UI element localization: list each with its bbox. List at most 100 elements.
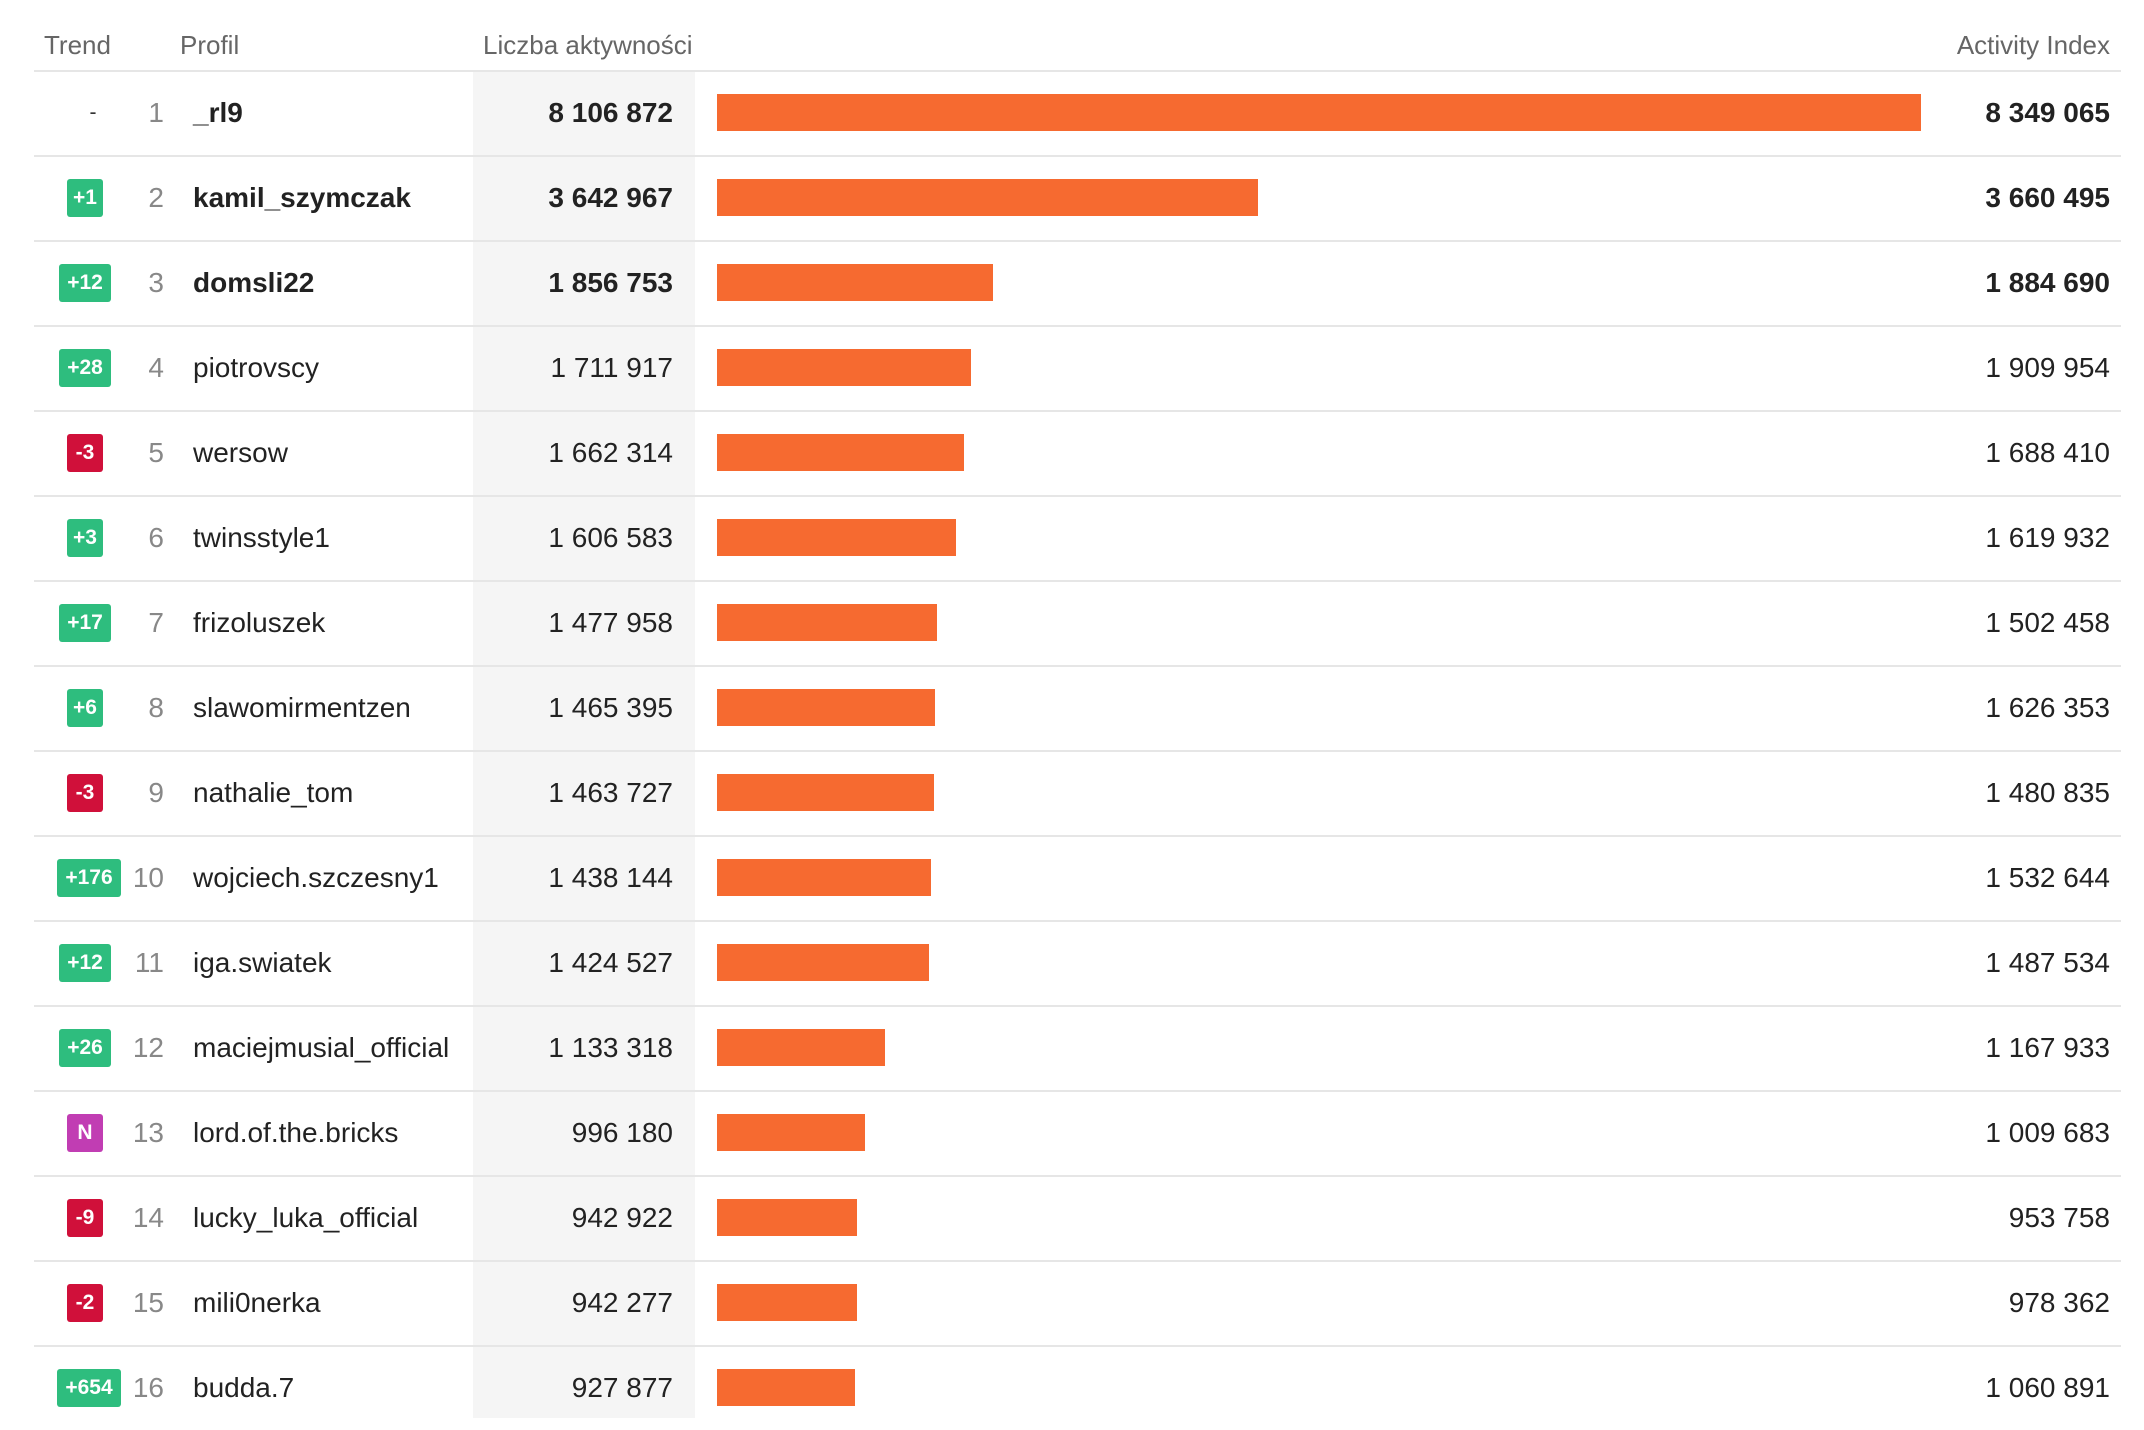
trend-badge: +176 — [57, 859, 121, 897]
activity-bar — [717, 944, 929, 981]
profile-name[interactable]: lucky_luka_official — [193, 1202, 419, 1233]
header-activity-index: Activity Index — [1956, 30, 2110, 60]
trend-badge: -3 — [67, 434, 103, 472]
trend-badge: +654 — [57, 1369, 121, 1407]
row-divider — [34, 1005, 2121, 1007]
table-row[interactable]: -3 5 wersow 1 662 314 1 688 410 — [0, 410, 2144, 495]
table-row[interactable]: +1 2 kamil_szymczak 3 642 967 3 660 495 — [0, 155, 2144, 240]
profile-name[interactable]: wojciech.szczesny1 — [193, 862, 439, 893]
trend-badge: N — [67, 1114, 103, 1152]
table-row[interactable]: +6 8 slawomirmentzen 1 465 395 1 626 353 — [0, 665, 2144, 750]
rank-number: 2 — [148, 182, 164, 213]
rank-number: 8 — [148, 692, 164, 723]
rank-number: 7 — [148, 607, 164, 638]
row-divider — [34, 240, 2121, 242]
profile-name[interactable]: budda.7 — [193, 1372, 295, 1403]
activity-count: 942 277 — [571, 1287, 673, 1318]
table-row[interactable]: N 13 lord.of.the.bricks 996 180 1 009 683 — [0, 1090, 2144, 1175]
rank-number: 15 — [132, 1287, 164, 1318]
activity-count: 1 465 395 — [548, 692, 673, 723]
activity-index-value: 1 502 458 — [1985, 607, 2110, 638]
activity-index-value: 953 758 — [2008, 1202, 2110, 1233]
activity-count: 942 922 — [571, 1202, 673, 1233]
row-divider — [34, 750, 2121, 752]
row-divider — [34, 1260, 2121, 1262]
activity-bar — [717, 774, 934, 811]
activity-count: 1 711 917 — [550, 352, 674, 383]
profile-name[interactable]: domsli22 — [193, 267, 315, 298]
table-row[interactable]: +654 16 budda.7 927 877 1 060 891 — [0, 1345, 2144, 1430]
table-row[interactable]: +28 4 piotrovscy 1 711 917 1 909 954 — [0, 325, 2144, 410]
activity-bar — [717, 1284, 857, 1321]
activity-count: 1 662 314 — [548, 437, 673, 468]
row-divider — [34, 835, 2121, 837]
activity-count: 1 463 727 — [548, 777, 673, 808]
activity-count: 1 133 318 — [548, 1032, 673, 1063]
profile-name[interactable]: nathalie_tom — [193, 777, 354, 808]
table-row[interactable]: +12 3 domsli22 1 856 753 1 884 690 — [0, 240, 2144, 325]
rank-number: 12 — [132, 1032, 164, 1063]
trend-badge: +6 — [67, 689, 103, 727]
table-row[interactable]: -2 15 mili0nerka 942 277 978 362 — [0, 1260, 2144, 1345]
activity-bar — [717, 1369, 855, 1406]
header-activity-count: Liczba aktywności — [483, 30, 693, 60]
rank-number: 5 — [148, 437, 164, 468]
table-row[interactable]: - 1 _rl9 8 106 872 8 349 065 — [0, 70, 2144, 155]
trend-badge: +12 — [59, 264, 111, 302]
activity-index-value: 3 660 495 — [1985, 182, 2110, 213]
row-divider — [34, 580, 2121, 582]
activity-bar — [717, 604, 937, 641]
row-divider — [34, 1175, 2121, 1177]
activity-index-value: 1 619 932 — [1985, 522, 2110, 553]
table-row[interactable]: +3 6 twinsstyle1 1 606 583 1 619 932 — [0, 495, 2144, 580]
table-row[interactable]: +26 12 maciejmusial_official 1 133 318 1 167… — [0, 1005, 2144, 1090]
table-row[interactable]: -3 9 nathalie_tom 1 463 727 1 480 835 — [0, 750, 2144, 835]
activity-bar — [717, 1114, 865, 1151]
table-row[interactable]: -9 14 lucky_luka_official 942 922 953 758 — [0, 1175, 2144, 1260]
activity-count: 1 856 753 — [548, 267, 673, 298]
header-profile: Profil — [180, 30, 240, 60]
profile-name[interactable]: maciejmusial_official — [193, 1032, 450, 1063]
trend-badge: +12 — [59, 944, 111, 982]
rank-number: 3 — [148, 267, 164, 298]
profile-name[interactable]: mili0nerka — [193, 1287, 321, 1318]
trend-badge: +1 — [67, 179, 103, 217]
row-divider — [34, 70, 2121, 72]
rank-number: 4 — [148, 352, 164, 383]
activity-bar — [717, 264, 993, 301]
activity-index-value: 1 626 353 — [1985, 692, 2110, 723]
profile-name[interactable]: _rl9 — [193, 97, 243, 128]
profile-name[interactable]: piotrovscy — [193, 352, 320, 383]
activity-index-value: 1 167 933 — [1985, 1032, 2110, 1063]
profile-name[interactable]: twinsstyle1 — [193, 522, 330, 553]
row-divider — [34, 1090, 2121, 1092]
trend-badge: - — [89, 101, 97, 124]
rank-number: 6 — [148, 522, 164, 553]
profile-name[interactable]: slawomirmentzen — [193, 692, 411, 723]
table-row[interactable]: +176 10 wojciech.szczesny1 1 438 144 1 532 6… — [0, 835, 2144, 920]
activity-bar — [717, 434, 964, 471]
activity-count: 996 180 — [571, 1117, 673, 1148]
table-row[interactable]: +12 11 iga.swiatek 1 424 527 1 487 534 — [0, 920, 2144, 1005]
activity-count-column-background — [473, 70, 695, 1418]
activity-index-value: 8 349 065 — [1985, 97, 2110, 128]
profile-name[interactable]: frizoluszek — [193, 607, 326, 638]
activity-count: 8 106 872 — [548, 97, 673, 128]
trend-badge: +3 — [67, 519, 103, 557]
activity-index-value: 1 688 410 — [1985, 437, 2110, 468]
activity-bar — [717, 1029, 885, 1066]
rank-number: 16 — [132, 1372, 164, 1403]
rank-number: 1 — [148, 97, 164, 128]
activity-bar — [717, 1199, 857, 1236]
profile-name[interactable]: iga.swiatek — [193, 947, 332, 978]
rank-number: 10 — [132, 862, 164, 893]
activity-bar — [717, 689, 935, 726]
table-row[interactable]: +17 7 frizoluszek 1 477 958 1 502 458 — [0, 580, 2144, 665]
table-header: Trend Profil Liczba aktywności Activity … — [0, 0, 2144, 70]
activity-index-value: 978 362 — [2008, 1287, 2110, 1318]
profile-name[interactable]: kamil_szymczak — [193, 182, 411, 213]
trend-badge: +17 — [59, 604, 111, 642]
row-divider — [34, 1345, 2121, 1347]
profile-name[interactable]: lord.of.the.bricks — [193, 1117, 399, 1148]
profile-name[interactable]: wersow — [193, 437, 288, 468]
